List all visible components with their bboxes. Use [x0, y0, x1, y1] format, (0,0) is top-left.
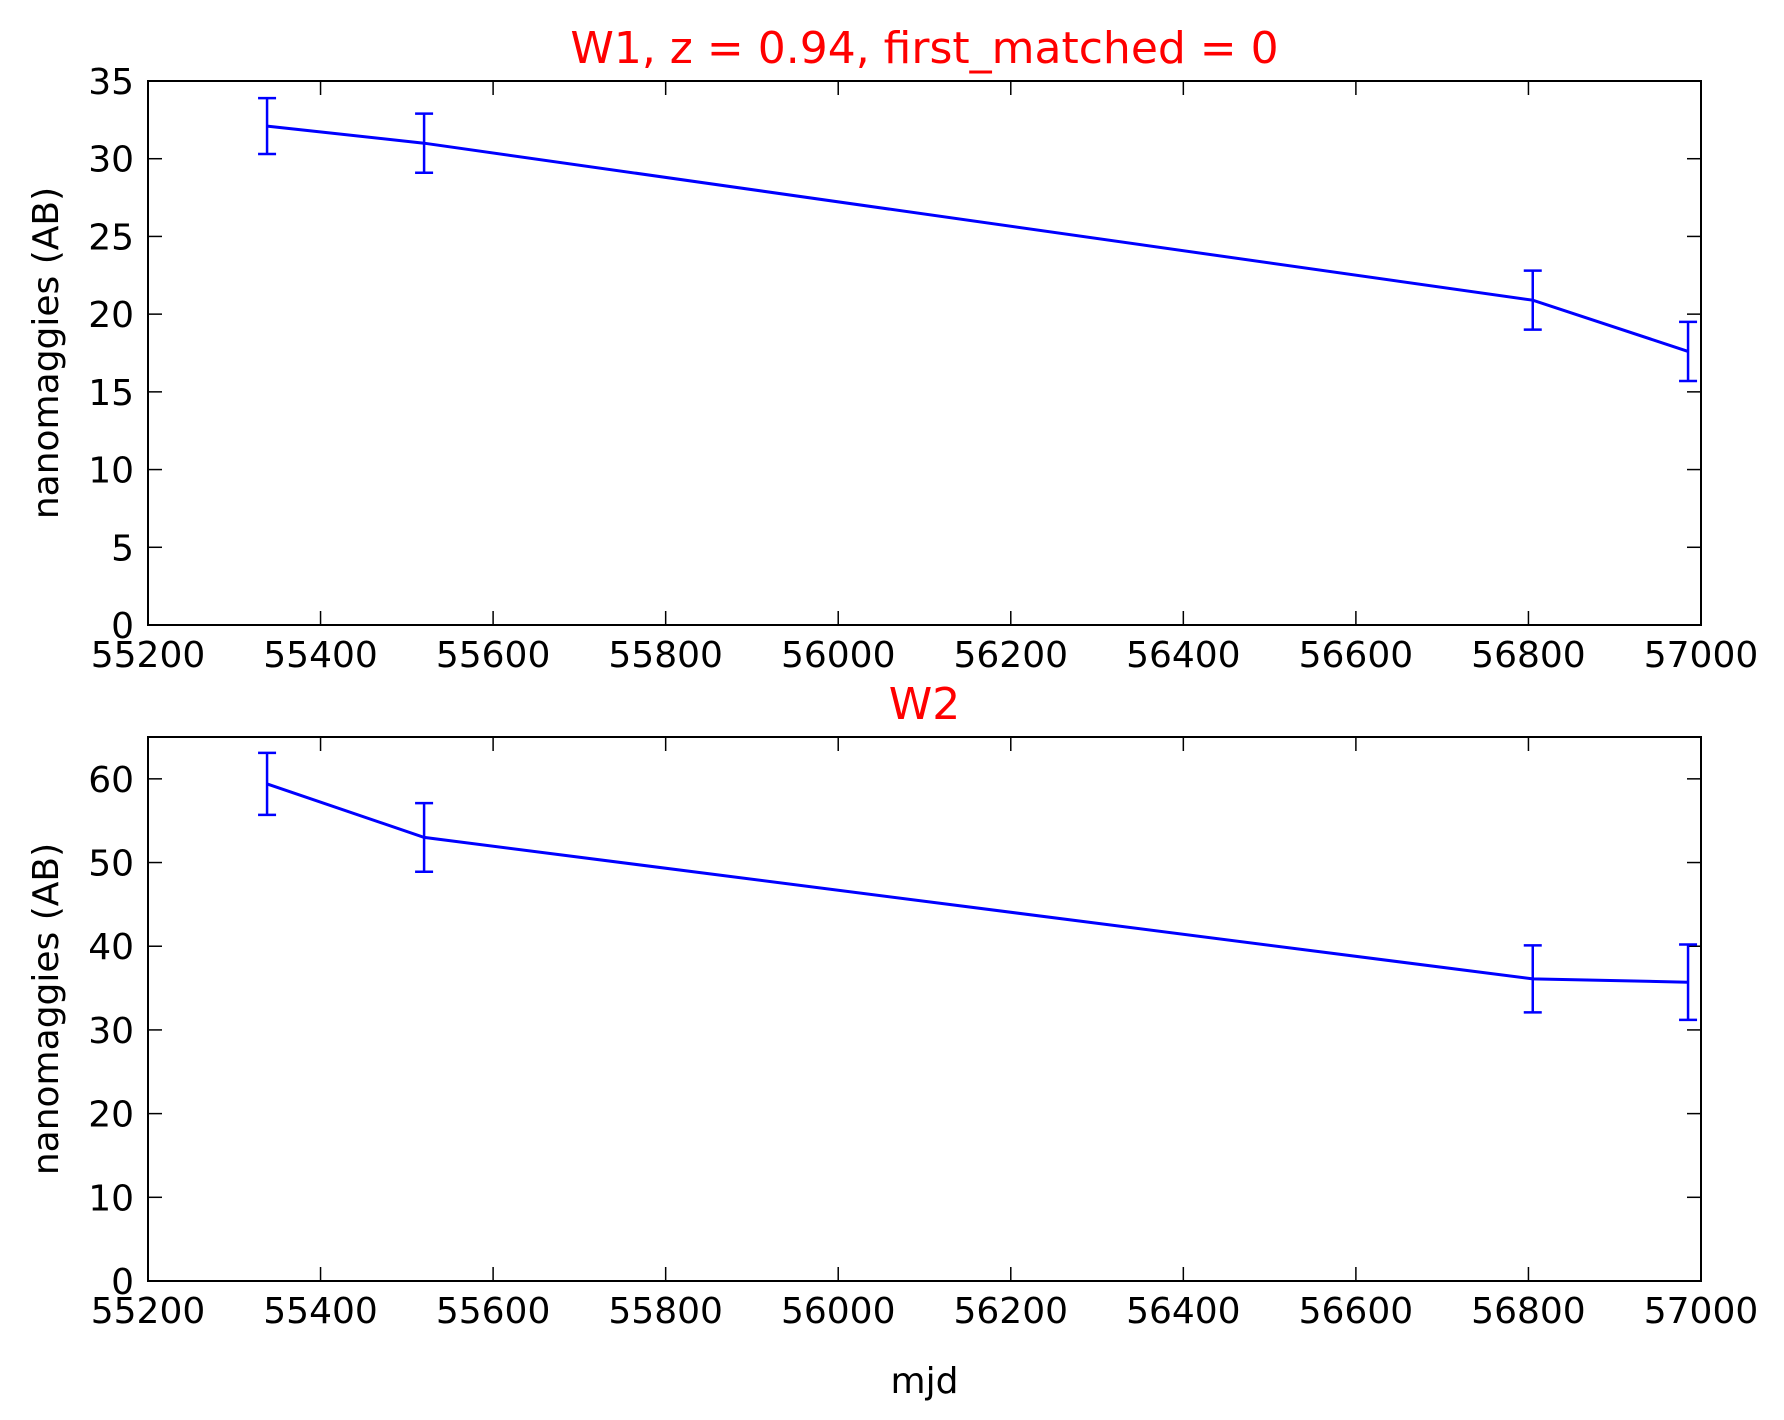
y-tick-label: 40	[88, 927, 134, 968]
x-tick-label: 56600	[1299, 1291, 1414, 1332]
chart-title: W1, z = 0.94, first_matched = 0	[570, 23, 1278, 74]
y-tick-label: 15	[88, 373, 134, 414]
series-line	[266, 124, 1689, 353]
x-tick-label: 56200	[954, 635, 1069, 676]
x-tick-label: 56200	[954, 1291, 1069, 1332]
x-tick-label: 56400	[1126, 1291, 1241, 1332]
x-axis-label: mjd	[891, 1361, 959, 1402]
y-tick-label: 0	[111, 606, 134, 647]
y-tick-label: 0	[111, 1262, 134, 1303]
x-tick-label: 55600	[436, 635, 551, 676]
x-tick-label: 55400	[263, 1291, 378, 1332]
y-tick-label: 60	[88, 760, 134, 801]
x-tick-label: 57000	[1644, 635, 1759, 676]
x-tick-label: 56600	[1299, 635, 1414, 676]
y-axis-label: nanomaggies (AB)	[26, 843, 67, 1175]
x-tick-label: 55200	[91, 1291, 206, 1332]
x-tick-label: 56400	[1126, 635, 1241, 676]
x-tick-label: 55200	[91, 635, 206, 676]
x-tick-label: 56800	[1471, 635, 1586, 676]
y-tick-label: 30	[88, 1011, 134, 1052]
y-tick-label: 30	[88, 140, 134, 181]
w2-panel: 55200 55400 55600 55800 56000 56200 56400 56600…	[26, 679, 1758, 1402]
y-tick-label: 10	[88, 1178, 134, 1219]
y-tick-label: 10	[88, 451, 134, 492]
x-tick-label: 56000	[781, 635, 896, 676]
x-tick-label: 55400	[263, 635, 378, 676]
y-tick-label: 5	[111, 528, 134, 569]
x-tick-label: 56800	[1471, 1291, 1586, 1332]
chart-title: W2	[889, 679, 961, 730]
y-tick-label: 25	[88, 217, 134, 258]
y-tick-label: 35	[88, 62, 134, 103]
x-tick-label: 55800	[608, 1291, 723, 1332]
series-line	[266, 782, 1689, 984]
plot-frame	[147, 736, 1702, 1282]
x-tick-label: 56000	[781, 1291, 896, 1332]
y-tick-label: 20	[88, 295, 134, 336]
x-tick-label: 55600	[436, 1291, 551, 1332]
y-axis-label: nanomaggies (AB)	[26, 187, 67, 519]
x-tick-label: 55800	[608, 635, 723, 676]
w1-panel: 55200 55400 55600 55800 56000 56200 56400 56600…	[26, 23, 1758, 676]
plot-frame	[147, 80, 1702, 626]
y-tick-label: 50	[88, 844, 134, 885]
x-tick-label: 57000	[1644, 1291, 1759, 1332]
y-tick-label: 20	[88, 1095, 134, 1136]
